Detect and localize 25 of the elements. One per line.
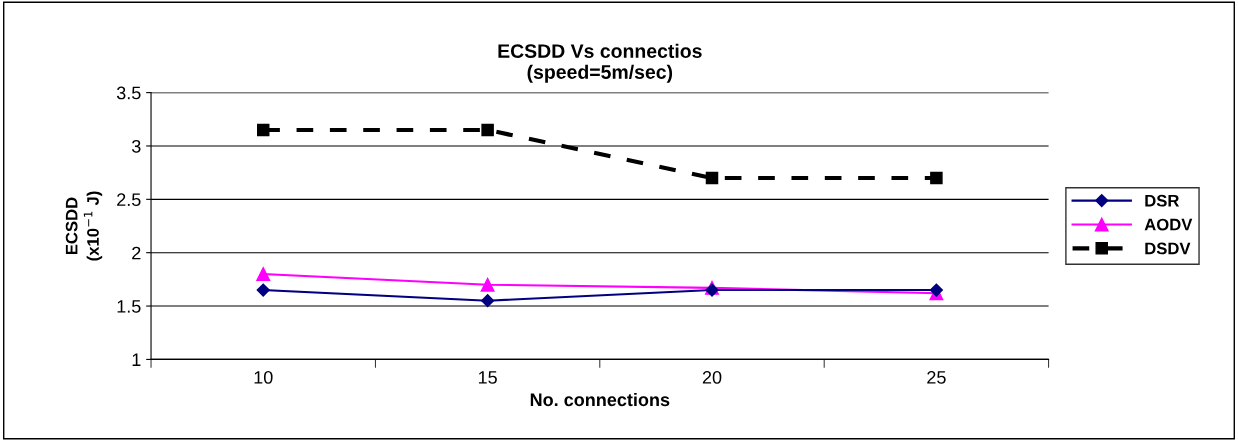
point <box>481 123 494 137</box>
point <box>256 283 270 297</box>
chart-title: ECSDD Vs connectios (speed=5m/sec) <box>498 43 702 83</box>
y-tick-label: 2.5 <box>117 193 141 207</box>
legend-label: AODV <box>1144 218 1193 231</box>
y-tick-label: 2 <box>132 246 141 260</box>
y-axis-title: ECSDD (x10$^{−1}$ J) <box>65 191 103 261</box>
point <box>929 283 943 297</box>
y-tick-label: 3 <box>131 139 141 153</box>
y-tick-label: 1 <box>132 353 141 366</box>
point <box>705 171 719 185</box>
x-tick-label: 20 <box>702 371 722 384</box>
legend-label: DSDV <box>1145 242 1191 255</box>
point <box>930 171 943 185</box>
x-axis-title: No. connections <box>530 392 670 407</box>
x-tick-label: 10 <box>254 371 273 384</box>
point <box>481 294 495 308</box>
point <box>256 123 270 137</box>
point <box>256 267 271 281</box>
y-tick-label: 3.5 <box>116 86 141 100</box>
point <box>480 277 495 292</box>
x-tick-label: 25 <box>927 371 946 384</box>
x-tick-label: 15 <box>478 371 497 384</box>
legend-label: DSR <box>1145 194 1180 207</box>
y-tick-label: 1.5 <box>117 300 141 313</box>
